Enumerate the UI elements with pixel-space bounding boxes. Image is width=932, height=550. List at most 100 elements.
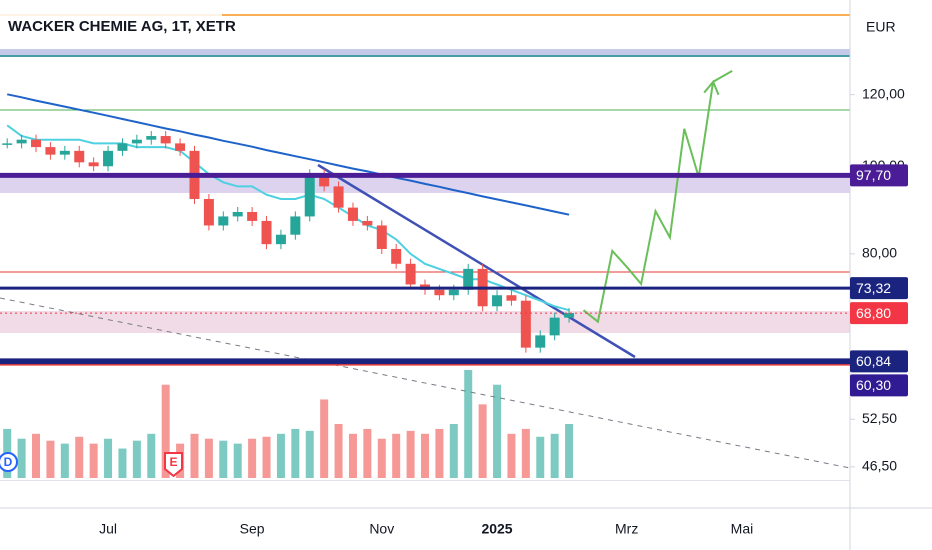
candle-body <box>232 212 243 217</box>
volume-bar <box>478 404 487 478</box>
volume-bar <box>219 440 228 478</box>
volume-bar <box>421 433 429 478</box>
volume-bar <box>392 433 401 478</box>
candle-body <box>304 174 315 217</box>
price-label: 68,80 <box>856 305 891 321</box>
volume-bar <box>104 438 113 478</box>
candle-body <box>347 207 358 221</box>
zone <box>0 49 850 57</box>
volume-bar <box>147 433 156 478</box>
candle-body <box>88 162 99 167</box>
volume-bar <box>521 428 530 478</box>
candle-body <box>290 216 301 235</box>
candle-body <box>146 136 157 140</box>
candle-body <box>319 174 330 187</box>
volume-bar <box>161 384 170 478</box>
volume-bar <box>233 443 242 478</box>
y-tick-label: 46,50 <box>862 458 897 474</box>
volume-bar <box>348 433 357 478</box>
price-label-bg <box>850 374 908 397</box>
volume-bar <box>60 443 69 478</box>
zone <box>0 311 850 333</box>
candle-body <box>45 147 56 155</box>
candle-body <box>333 186 344 208</box>
dividend-label: D <box>4 455 13 469</box>
x-tick-label: Jul <box>99 521 117 537</box>
candle-body <box>405 263 416 285</box>
price-label-bg <box>850 302 908 325</box>
trend-line <box>317 163 636 359</box>
volume-bar <box>46 440 55 478</box>
candle-body <box>564 313 575 318</box>
line <box>6 124 570 312</box>
volume-bar <box>262 436 271 478</box>
price-label-bg <box>850 277 908 300</box>
candle-body <box>362 220 373 226</box>
candle-body <box>103 150 114 167</box>
volume-bar <box>32 433 41 478</box>
title-bg <box>0 8 222 44</box>
volume-bar <box>377 438 386 478</box>
volume-bar <box>305 430 314 478</box>
price-label: 60,84 <box>856 353 891 369</box>
candle-body <box>117 143 128 151</box>
candle-body <box>218 216 229 226</box>
currency: EUR <box>866 19 896 35</box>
candle-body <box>203 198 214 226</box>
y-tick-label: 80,00 <box>862 245 897 261</box>
x-tick-label: Mai <box>731 521 754 537</box>
volume-bar <box>493 384 502 478</box>
candle-body <box>261 220 272 245</box>
volume-bar <box>248 438 257 478</box>
candle-body <box>131 139 142 144</box>
price-label: 60,30 <box>856 377 891 393</box>
pane-separator <box>0 480 850 481</box>
earnings-label: E <box>169 455 177 469</box>
zone <box>0 178 850 193</box>
volume-bar <box>565 424 574 478</box>
y-tick-label: 120,00 <box>862 85 905 101</box>
candle-body <box>391 248 402 264</box>
candle-body <box>59 150 70 155</box>
price-label: 97,70 <box>856 167 891 183</box>
volume-bar <box>118 448 127 478</box>
candle-body <box>247 212 258 221</box>
x-tick-label: Mrz <box>615 521 638 537</box>
x-tick-label: Sep <box>240 521 265 537</box>
candle-body <box>275 234 286 245</box>
volume-bar <box>190 433 199 478</box>
volume-bar <box>276 433 285 478</box>
volume-bar <box>291 428 300 478</box>
candle-body <box>520 300 531 348</box>
candle-body <box>434 289 445 296</box>
volume-bar <box>363 428 372 478</box>
dividend-marker[interactable] <box>0 452 18 472</box>
volume-bar <box>75 436 84 478</box>
x-tick-label: Nov <box>369 521 394 537</box>
candle-body <box>160 136 171 144</box>
candle-body <box>74 150 85 163</box>
candle-body <box>31 139 42 148</box>
candle-body <box>463 268 474 290</box>
price-label-bg <box>850 350 908 373</box>
x-tick-label: 2025 <box>481 521 512 537</box>
plot: JulSepNov2025MrzMai46,5052,5080,00100,00… <box>0 69 905 537</box>
candle-body <box>376 225 387 249</box>
candle-body <box>549 317 560 336</box>
volume-bar <box>464 370 473 478</box>
candle-body <box>175 143 186 151</box>
candle-body <box>506 295 517 301</box>
volume-bar <box>507 433 516 478</box>
candle-body <box>2 143 13 145</box>
line <box>582 81 715 324</box>
candle-body <box>492 295 503 307</box>
volume-bar <box>334 424 343 478</box>
arrow-head <box>703 69 733 96</box>
line <box>6 93 570 216</box>
y-tick-label: 52,50 <box>862 410 897 426</box>
price-label-bg <box>850 164 908 187</box>
earnings-marker[interactable] <box>164 452 183 478</box>
candle-body <box>535 335 546 348</box>
